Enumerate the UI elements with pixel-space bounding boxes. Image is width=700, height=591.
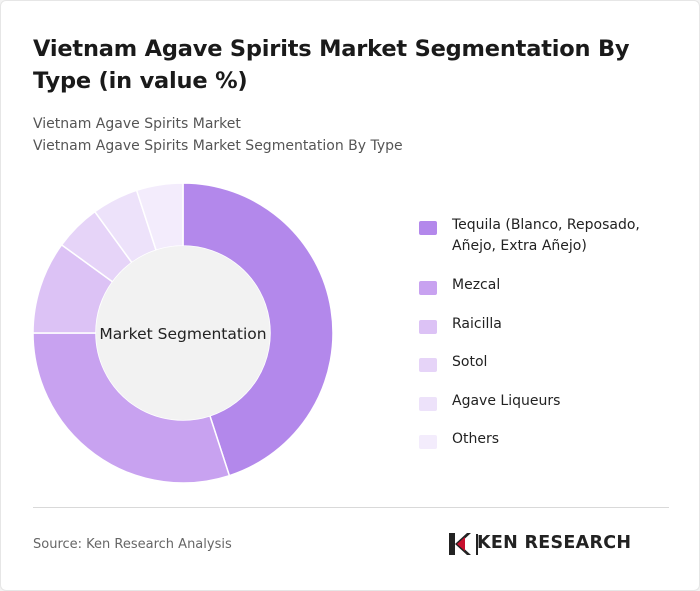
legend-label-1: Tequila (Blanco, Reposado, Añejo, Extra … <box>452 217 640 254</box>
ken-research-logo-icon <box>449 533 471 555</box>
donut-center-label: Market Segmentation <box>99 325 266 343</box>
legend-swatch-5 <box>419 397 437 411</box>
legend-swatch-4 <box>419 358 437 372</box>
logo-separator <box>476 534 478 555</box>
donut-center <box>96 246 270 420</box>
ken-research-logo: KEN RESEARCH <box>447 531 671 559</box>
subtitle-line-2: Vietnam Agave Spirits Market Segmentatio… <box>33 138 403 154</box>
chart-title: Vietnam Agave Spirits Market Segmentatio… <box>33 36 630 94</box>
legend-label-2: Mezcal <box>452 277 501 293</box>
legend-label-5: Agave Liqueurs <box>452 393 561 409</box>
legend-label-3: Raicilla <box>452 316 502 332</box>
donut-chart: Market Segmentation <box>32 182 334 484</box>
legend-swatch-1 <box>419 221 437 235</box>
logo-wordmark: KEN RESEARCH <box>477 533 632 553</box>
source-note: Source: Ken Research Analysis <box>33 537 232 552</box>
legend-swatch-2 <box>419 281 437 295</box>
subtitle-line-1: Vietnam Agave Spirits Market <box>33 116 241 132</box>
legend-label-4: Sotol <box>452 354 488 370</box>
chart-subtitle: Vietnam Agave Spirits Market Vietnam Aga… <box>33 113 633 157</box>
legend-label-6: Others <box>452 431 500 447</box>
footer-divider <box>33 507 669 508</box>
legend-swatch-3 <box>419 320 437 334</box>
legend-swatch-6 <box>419 435 437 449</box>
